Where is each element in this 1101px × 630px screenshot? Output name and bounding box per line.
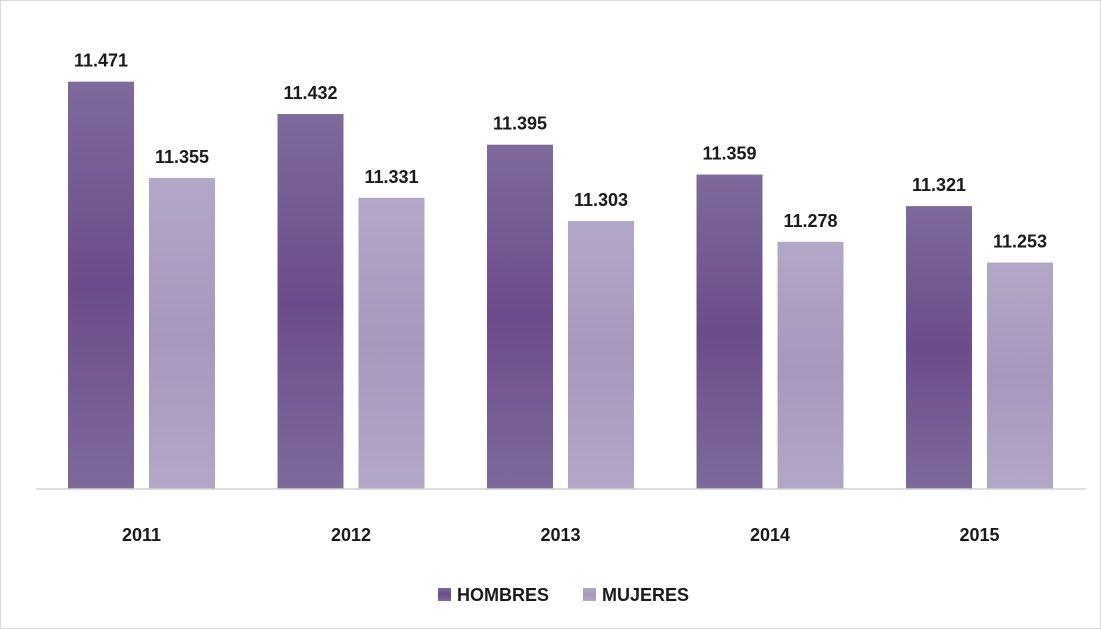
data-label-hombres-2012: 11.432 xyxy=(283,83,337,103)
legend-swatch-mujeres xyxy=(583,588,596,601)
x-tick-label-2012: 2012 xyxy=(331,525,371,545)
bar-mujeres-2015 xyxy=(987,262,1053,489)
data-label-hombres-2013: 11.395 xyxy=(493,114,547,134)
bar-hombres-2014 xyxy=(696,174,763,489)
bar-mujeres-2012 xyxy=(358,197,425,490)
bar-hombres-2011 xyxy=(68,81,134,489)
bars-layer xyxy=(68,81,1053,490)
legend-label-mujeres: MUJERES xyxy=(602,585,689,605)
data-label-mujeres-2012: 11.331 xyxy=(364,167,418,187)
bar-mujeres-2011 xyxy=(149,177,215,489)
legend: HOMBRES MUJERES xyxy=(438,585,689,605)
legend-swatch-hombres xyxy=(438,588,451,601)
data-label-hombres-2015: 11.321 xyxy=(912,175,966,195)
x-tick-label-2013: 2013 xyxy=(540,525,580,545)
bar-hombres-2015 xyxy=(906,206,972,489)
data-label-hombres-2014: 11.359 xyxy=(702,144,756,164)
bar-mujeres-2014 xyxy=(777,241,844,489)
data-label-mujeres-2013: 11.303 xyxy=(574,190,628,210)
x-tick-label-2014: 2014 xyxy=(750,525,790,545)
x-tick-label-2015: 2015 xyxy=(959,525,999,545)
bar-hombres-2012 xyxy=(277,114,344,489)
data-label-mujeres-2014: 11.278 xyxy=(783,211,837,231)
data-label-mujeres-2015: 11.253 xyxy=(993,232,1047,252)
bar-mujeres-2013 xyxy=(568,221,634,489)
x-tick-label-2011: 2011 xyxy=(122,525,161,545)
data-label-mujeres-2011: 11.355 xyxy=(155,147,209,167)
labels-layer: 11.471 11.355 2011 11.432 11.331 2012 11.395 11… xyxy=(74,51,1047,545)
data-label-hombres-2011: 11.471 xyxy=(74,51,128,71)
bar-hombres-2013 xyxy=(487,144,553,489)
legend-label-hombres: HOMBRES xyxy=(457,585,549,605)
